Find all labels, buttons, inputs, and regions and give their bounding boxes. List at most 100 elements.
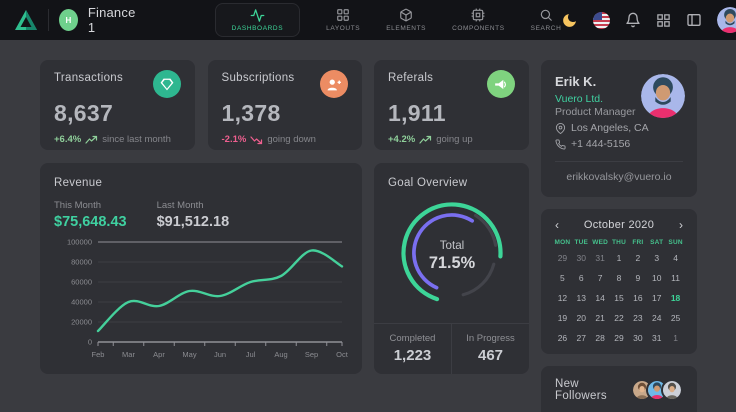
calendar-day[interactable]: 4 (673, 253, 678, 263)
user-avatar[interactable] (717, 7, 736, 33)
svg-text:100000: 100000 (67, 238, 92, 247)
revenue-this-month-label: This Month (54, 200, 101, 211)
nav-item-label: COMPONENTS (452, 25, 505, 32)
avatar-mary[interactable] (661, 379, 683, 401)
calendar-day[interactable]: 5 (560, 273, 565, 283)
calendar-day[interactable]: 23 (633, 313, 643, 323)
profile-avatar[interactable] (641, 74, 685, 118)
revenue-title: Revenue (54, 177, 103, 189)
delta-note: since last month (102, 134, 171, 145)
navbar-right (561, 7, 736, 33)
calendar-day[interactable]: 26 (557, 333, 568, 343)
nav-item-dashboards[interactable]: DASHBOARDS (214, 3, 301, 37)
delta-percent: +6.4% (54, 134, 82, 145)
stat-delta: +6.4% since last month (54, 134, 181, 145)
calendar-day[interactable]: 30 (576, 253, 586, 263)
calendar-day[interactable]: 15 (614, 293, 624, 303)
calendar-day[interactable]: 30 (633, 333, 643, 343)
stat-title: Subscriptions (221, 72, 295, 84)
profile-phone: +1 444-5156 (555, 138, 683, 150)
calendar-day[interactable]: 16 (633, 293, 643, 303)
trending-up-icon (419, 135, 432, 144)
activity-icon (250, 9, 265, 22)
svg-text:Apr: Apr (153, 350, 165, 359)
nav-item-layouts[interactable]: LAYOUTS (326, 8, 360, 32)
calendar-day[interactable]: 7 (597, 273, 603, 283)
panel-icon (687, 14, 702, 26)
calendar-day[interactable]: 1 (673, 333, 678, 343)
svg-text:Aug: Aug (274, 350, 287, 359)
delta-percent: +4.2% (388, 134, 416, 145)
layout-grid-icon (337, 9, 350, 21)
profile-role: Product Manager (555, 106, 636, 118)
language-selector[interactable] (593, 11, 611, 29)
dark-mode-toggle[interactable] (561, 12, 578, 29)
calendar-day[interactable]: 2 (635, 253, 641, 263)
stat-card-subscriptions: Subscriptions 1,378 -2.1% going down (207, 60, 362, 150)
followers-avatars (631, 379, 683, 401)
trending-down-icon (250, 135, 263, 144)
calendar-next-button[interactable]: › (678, 218, 683, 232)
revenue-this-month: This Month $75,648.43 (54, 200, 127, 230)
goal-completed: Completed 1,223 (374, 324, 451, 374)
calendar-weekday: SUN (668, 239, 683, 246)
calendar-day[interactable]: 3 (654, 253, 660, 263)
profile-company-link[interactable]: Vuero Ltd. (555, 93, 604, 105)
calendar-day[interactable]: 21 (595, 313, 605, 323)
svg-text:80000: 80000 (71, 258, 92, 267)
calendar-day[interactable]: 11 (671, 273, 680, 283)
calendar-day[interactable]: 6 (578, 273, 584, 283)
calendar-day[interactable]: 9 (635, 273, 641, 283)
calendar-day[interactable]: 10 (651, 273, 662, 283)
calendar-day[interactable]: 24 (651, 313, 662, 323)
delta-percent: -2.1% (221, 134, 247, 145)
goal-overview-card: Goal Overview Total 71.5% Completed 1,22… (374, 163, 529, 374)
svg-text:40000: 40000 (71, 298, 92, 307)
calendar-day[interactable]: 12 (557, 293, 568, 303)
calendar-day[interactable]: 1 (616, 253, 622, 263)
calendar-day[interactable]: 8 (616, 273, 622, 283)
nav-item-components[interactable]: COMPONENTS (452, 8, 505, 32)
nav-item-search[interactable]: SEARCH (531, 8, 562, 32)
goal-gauge: Total 71.5% (400, 202, 503, 302)
stat-title: Transactions (54, 72, 124, 84)
notifications-button[interactable] (625, 12, 641, 28)
calendar-weekday: FRI (632, 239, 644, 246)
stat-title: Referals (388, 72, 434, 84)
calendar-day[interactable]: 31 (595, 253, 605, 263)
calendar-day[interactable]: 28 (595, 333, 605, 343)
stat-delta: -2.1% going down (222, 134, 349, 145)
profile-name: Erik K. (555, 74, 597, 89)
svg-text:Feb: Feb (92, 350, 105, 359)
vuero-logo-icon[interactable] (14, 9, 38, 31)
svg-text:Sep: Sep (305, 350, 318, 359)
goal-completed-value: 1,223 (393, 347, 432, 364)
followers-title: New Followers (555, 378, 607, 402)
calendar-day[interactable]: 31 (651, 333, 662, 343)
divider (48, 9, 49, 31)
calendar-prev-button[interactable]: ‹ (555, 218, 559, 232)
megaphone-icon (487, 70, 515, 98)
nav-item-elements[interactable]: ELEMENTS (386, 8, 426, 32)
moon-icon (563, 13, 577, 27)
panel-toggle-button[interactable] (686, 12, 702, 28)
calendar-day[interactable]: 25 (670, 313, 681, 323)
calendar-day[interactable]: 18 (670, 293, 681, 303)
profile-location-text: Los Angeles, CA (571, 122, 649, 134)
revenue-line-chart: 0 20000 40000 60000 80000 100000 Feb Mar Apr May J… (67, 238, 349, 360)
calendar-day[interactable]: 29 (557, 253, 568, 263)
workspace-badge[interactable]: H (58, 9, 78, 31)
calendar-weekdays: MON TUE WED THU FRI SAT SUN (553, 239, 685, 246)
apps-menu-button[interactable] (656, 13, 671, 28)
calendar-day[interactable]: 13 (576, 293, 586, 303)
calendar-day[interactable]: 22 (614, 313, 624, 323)
profile-email[interactable]: erikkovalsky@vuero.io (555, 161, 683, 183)
calendar-day[interactable]: 14 (595, 293, 605, 303)
calendar-day[interactable]: 17 (651, 293, 662, 303)
calendar-day[interactable]: 20 (576, 313, 586, 323)
calendar-day[interactable]: 19 (557, 313, 568, 323)
calendar-day[interactable]: 27 (576, 333, 586, 343)
apps-icon (657, 13, 671, 27)
navbar: H Finance 1 DASHBOARDS LAYOUTS ELEMENTS … (0, 0, 736, 40)
calendar-day[interactable]: 29 (614, 333, 624, 343)
